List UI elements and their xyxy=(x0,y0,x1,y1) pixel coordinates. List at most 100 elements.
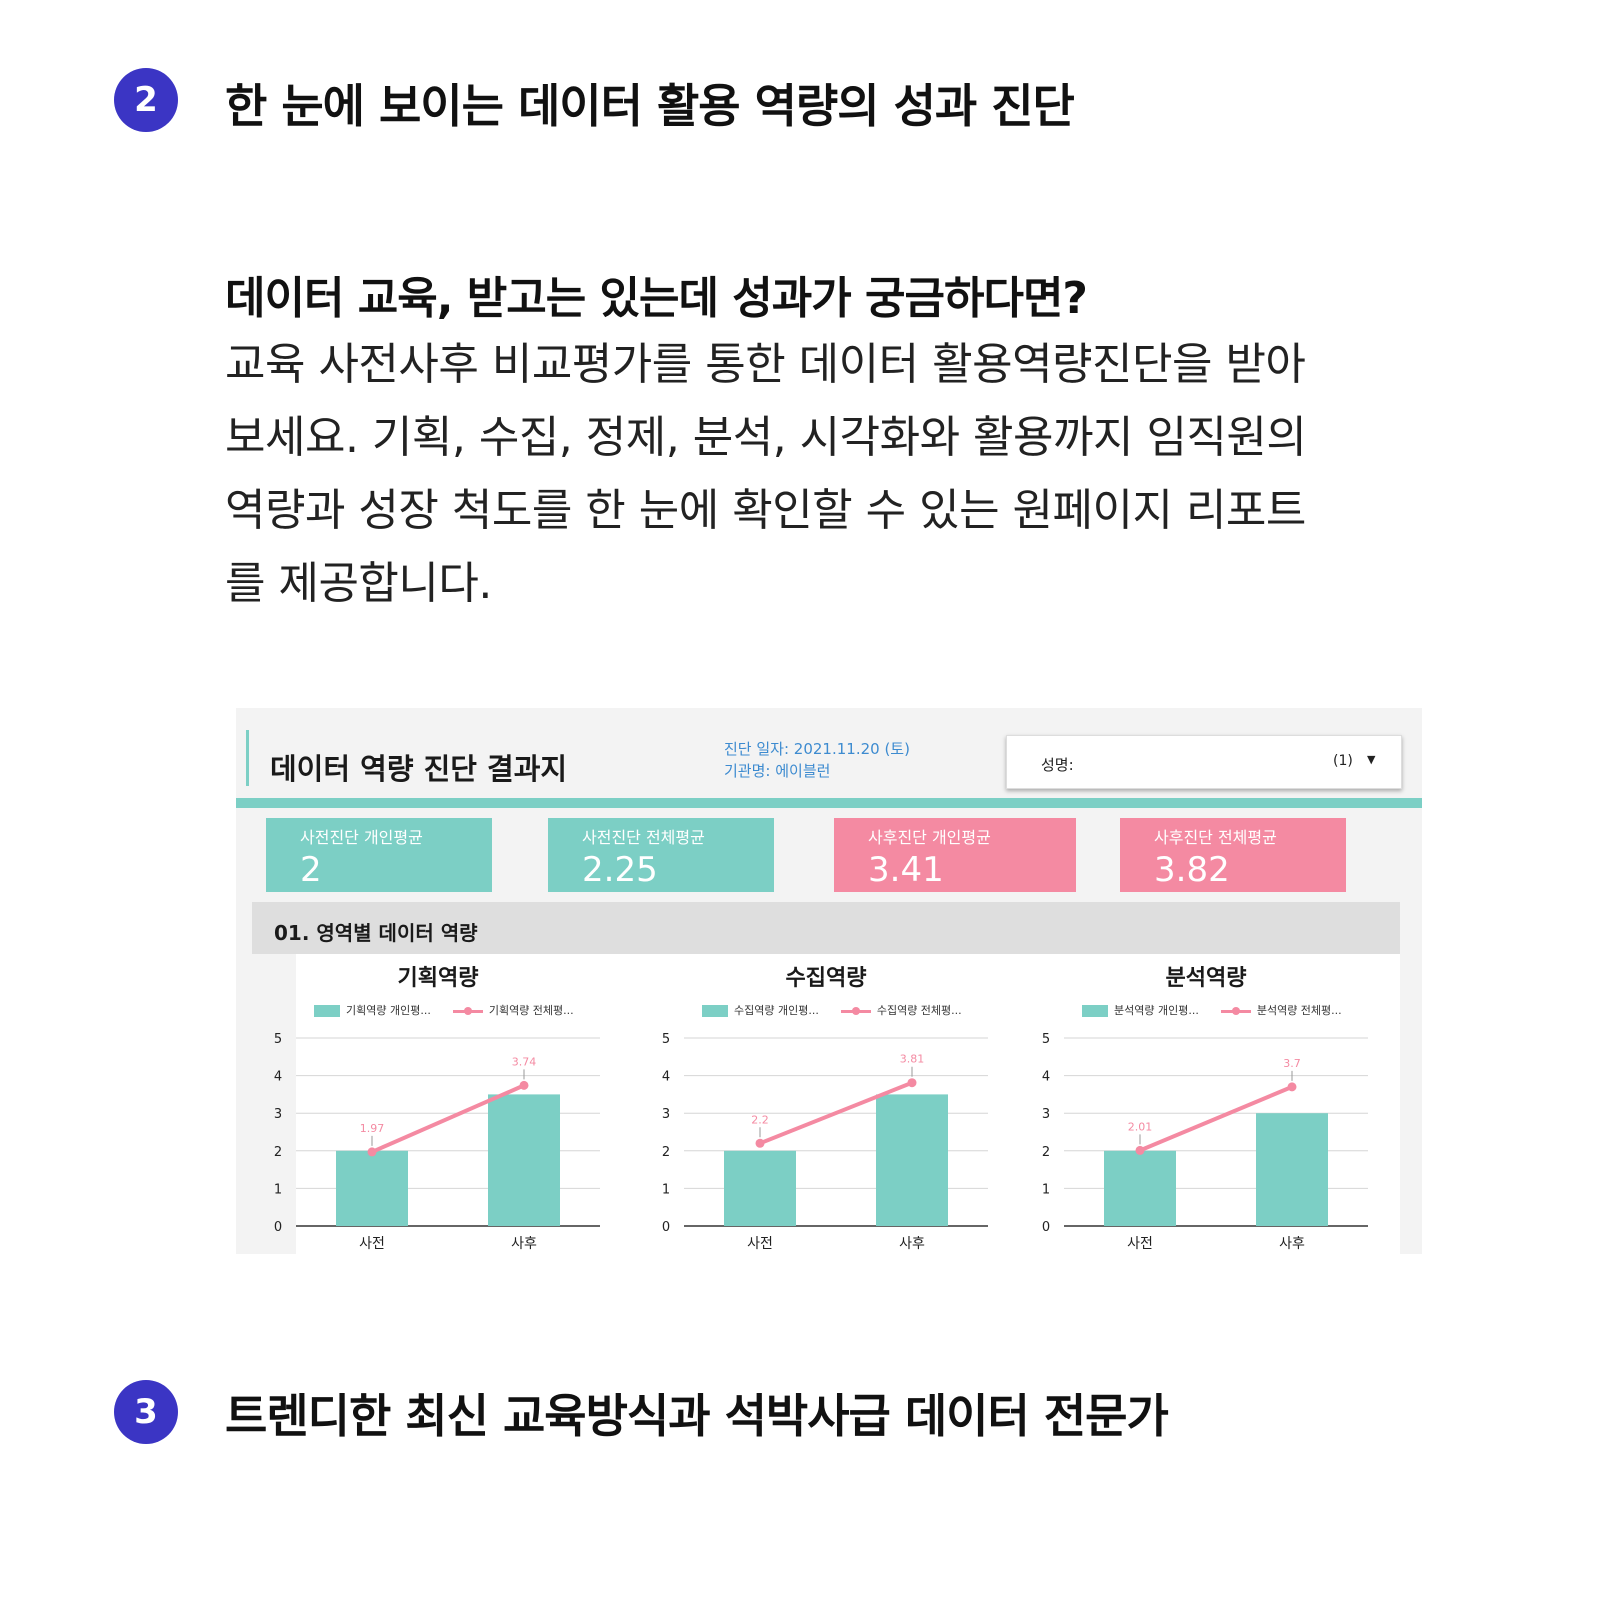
legend-label: 기획역량 전체평... xyxy=(488,1004,574,1017)
chart-analysis: 분석역량 분석역량 개인평... 분석역량 전체평... 0 1 2 3 4 5 사전 사후 2.… xyxy=(1016,954,1396,1254)
y-tick-label: 2 xyxy=(662,1145,670,1160)
legend-item-bar: 수집역량 개인평... xyxy=(702,1002,819,1018)
kpi-value: 2.25 xyxy=(582,850,658,890)
legend-bar-swatch xyxy=(1082,1005,1108,1017)
kpi-card-pre-individual: 사전진단 개인평균 2 xyxy=(266,818,492,892)
line-point xyxy=(1287,1082,1297,1092)
chart-plot: 0 1 2 3 4 5 사전 사후 2.2 3.81 xyxy=(662,1032,988,1252)
y-tick-label: 5 xyxy=(1042,1032,1050,1047)
chart-legend: 수집역량 개인평... 수집역량 전체평... xyxy=(702,1002,984,1018)
y-tick-label: 5 xyxy=(274,1032,282,1047)
kpi-card-post-individual: 사후진단 개인평균 3.41 xyxy=(834,818,1076,892)
y-tick-label: 4 xyxy=(274,1070,282,1085)
intro-question: 데이터 교육, 받고는 있는데 성과가 궁금하다면? xyxy=(225,273,1088,324)
report-preview: 데이터 역량 진단 결과지 진단 일자: 2021.11.20 (토) 기관명:… xyxy=(236,708,1422,1254)
paragraph-line: 보세요. 기획, 수집, 정제, 분석, 시각화와 활용까지 임직원의 xyxy=(225,412,1307,463)
kpi-card-post-overall: 사후진단 전체평균 3.82 xyxy=(1120,818,1346,892)
legend-line-swatch xyxy=(452,1005,483,1017)
x-category-label: 사전 xyxy=(359,1236,385,1252)
section-heading-3: 트렌디한 최신 교육방식과 석박사급 데이터 전문가 xyxy=(225,1389,1169,1443)
caret-down-icon[interactable]: ▼ xyxy=(1367,753,1376,766)
chart-title: 기획역량 xyxy=(397,966,479,991)
legend-label: 분석역량 전체평... xyxy=(1256,1004,1342,1017)
y-tick-label: 2 xyxy=(274,1145,282,1160)
legend-line-swatch xyxy=(1220,1005,1251,1017)
series-line xyxy=(371,1083,525,1154)
chart-legend: 분석역량 개인평... 분석역량 전체평... xyxy=(1082,1002,1364,1018)
chart-plot: 0 1 2 3 4 5 사전 사후 2.01 3.7 xyxy=(1042,1032,1368,1252)
data-label: 3.74 xyxy=(512,1055,537,1068)
legend-item-bar: 분석역량 개인평... xyxy=(1082,1002,1199,1018)
line-point xyxy=(519,1080,529,1090)
legend-item-bar: 기획역량 개인평... xyxy=(314,1002,431,1018)
report-meta: 진단 일자: 2021.11.20 (토) 기관명: 에이블런 xyxy=(724,738,910,782)
section-title-bar: 01. 영역별 데이터 역량 xyxy=(252,902,1400,954)
line-point xyxy=(907,1078,917,1088)
kpi-label: 사전진단 개인평균 xyxy=(300,828,423,847)
legend-item-line: 분석역량 전체평... xyxy=(1220,1002,1342,1018)
organization-name: 기관명: 에이블런 xyxy=(724,762,831,780)
bar xyxy=(876,1094,948,1226)
legend-bar-swatch xyxy=(702,1005,728,1017)
bar xyxy=(1104,1150,1176,1226)
section-number-badge-2: 2 xyxy=(114,68,178,132)
data-label: 2.01 xyxy=(1128,1120,1153,1133)
data-label: 2.2 xyxy=(751,1113,769,1126)
chart-plot: 0 1 2 3 4 5 사전 사후 1.97 3.74 xyxy=(274,1032,600,1252)
series-line xyxy=(1139,1085,1293,1153)
paragraph-line: 역량과 성장 척도를 한 눈에 확인할 수 있는 원페이지 리포트 xyxy=(225,485,1306,536)
bar xyxy=(1256,1113,1328,1226)
y-tick-label: 1 xyxy=(662,1182,670,1197)
data-label: 1.97 xyxy=(360,1122,385,1135)
legend-label: 수집역량 전체평... xyxy=(876,1004,962,1017)
line-point xyxy=(1135,1145,1145,1155)
bar xyxy=(724,1150,796,1226)
y-tick-label: 4 xyxy=(1042,1070,1050,1085)
legend-bar-swatch xyxy=(314,1005,340,1017)
kpi-label: 사후진단 전체평균 xyxy=(1154,828,1277,847)
name-label: 성명: xyxy=(1041,756,1074,774)
diagnosis-date: 진단 일자: 2021.11.20 (토) xyxy=(724,740,910,758)
y-tick-label: 0 xyxy=(662,1220,670,1235)
x-category-label: 사전 xyxy=(1127,1236,1153,1252)
kpi-value: 2 xyxy=(300,850,322,890)
paragraph-line: 교육 사전사후 비교평가를 통한 데이터 활용역량진단을 받아 xyxy=(225,339,1306,390)
section-heading-2: 한 눈에 보이는 데이터 활용 역량의 성과 진단 xyxy=(225,79,1075,133)
legend-item-line: 수집역량 전체평... xyxy=(840,1002,962,1018)
chart-title: 수집역량 xyxy=(785,966,867,991)
line-point xyxy=(367,1147,377,1157)
legend-line-swatch xyxy=(840,1005,871,1017)
paragraph-line: 를 제공합니다. xyxy=(225,558,492,609)
y-tick-label: 3 xyxy=(1042,1107,1050,1122)
y-tick-label: 0 xyxy=(274,1220,282,1235)
x-category-label: 사후 xyxy=(1279,1236,1305,1252)
x-category-label: 사전 xyxy=(747,1236,773,1252)
chart-collection: 수집역량 수집역량 개인평... 수집역량 전체평... 0 1 2 3 4 5 사전 사후 2.… xyxy=(636,954,1016,1254)
name-select[interactable]: 성명: (1) ▼ xyxy=(1006,735,1402,789)
data-label: 3.81 xyxy=(900,1053,925,1066)
legend-label: 기획역량 개인평... xyxy=(346,1004,431,1017)
bar xyxy=(488,1094,560,1226)
y-tick-label: 3 xyxy=(662,1107,670,1122)
kpi-label: 사전진단 전체평균 xyxy=(582,828,705,847)
section-title: 01. 영역별 데이터 역량 xyxy=(274,921,478,945)
kpi-label: 사후진단 개인평균 xyxy=(868,828,991,847)
chart-legend: 기획역량 개인평... 기획역량 전체평... xyxy=(314,1002,596,1018)
name-select-value: (1) xyxy=(1333,753,1353,769)
legend-label: 수집역량 개인평... xyxy=(734,1004,819,1017)
data-label: 3.7 xyxy=(1283,1057,1301,1070)
y-tick-label: 2 xyxy=(1042,1145,1050,1160)
kpi-card-pre-overall: 사전진단 전체평균 2.25 xyxy=(548,818,774,892)
intro-paragraph: 교육 사전사후 비교평가를 통한 데이터 활용역량진단을 받아 보세요. 기획,… xyxy=(225,328,1445,620)
x-category-label: 사후 xyxy=(899,1236,925,1252)
report-title: 데이터 역량 진단 결과지 xyxy=(270,752,568,786)
y-tick-label: 0 xyxy=(1042,1220,1050,1235)
section-number-badge-3: 3 xyxy=(114,1380,178,1444)
kpi-value: 3.41 xyxy=(868,850,944,890)
y-tick-label: 5 xyxy=(662,1032,670,1047)
line-point xyxy=(755,1138,765,1148)
y-tick-label: 3 xyxy=(274,1107,282,1122)
chart-planning: 기획역량 기획역량 개인평... 기획역량 전체평... 0 1 2 3 4 5 사전 사후 1.… xyxy=(248,954,628,1254)
title-accent-bar xyxy=(246,730,249,786)
kpi-value: 3.82 xyxy=(1154,850,1230,890)
